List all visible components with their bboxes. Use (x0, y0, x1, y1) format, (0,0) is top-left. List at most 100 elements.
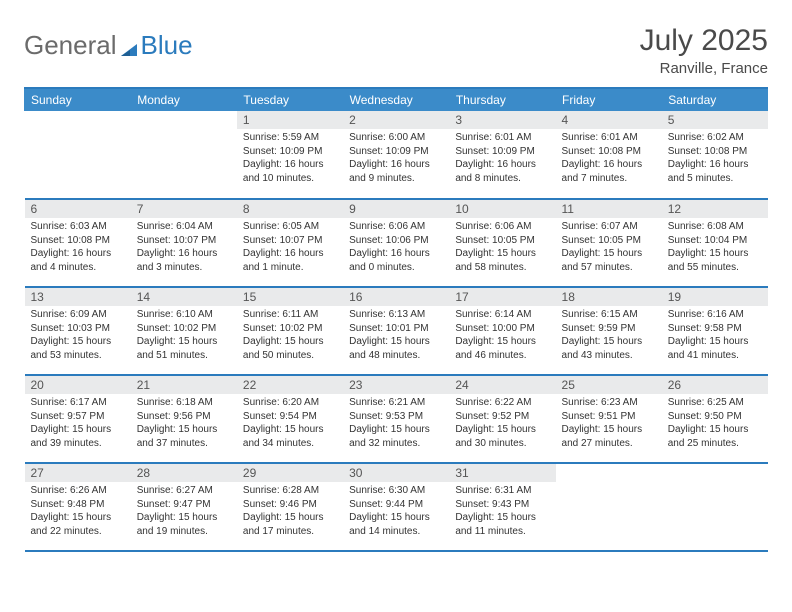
sunrise-text: Sunrise: 6:02 AM (668, 131, 762, 145)
day-number: 6 (25, 200, 131, 218)
day-info: Sunrise: 6:13 AMSunset: 10:01 PMDaylight… (343, 306, 449, 366)
day-number: 15 (237, 288, 343, 306)
sunrise-text: Sunrise: 6:21 AM (349, 396, 443, 410)
day-info: Sunrise: 6:31 AMSunset: 9:43 PMDaylight:… (449, 482, 555, 542)
day-info: Sunrise: 6:16 AMSunset: 9:58 PMDaylight:… (662, 306, 768, 366)
daylight-text: Daylight: 15 hours and 41 minutes. (668, 335, 762, 362)
day-info: Sunrise: 6:02 AMSunset: 10:08 PMDaylight… (662, 129, 768, 189)
daylight-text: Daylight: 15 hours and 53 minutes. (31, 335, 125, 362)
daylight-text: Daylight: 15 hours and 37 minutes. (137, 423, 231, 450)
sunset-text: Sunset: 10:08 PM (562, 145, 656, 159)
calendar-day-cell: 31Sunrise: 6:31 AMSunset: 9:43 PMDayligh… (449, 463, 555, 551)
sunrise-text: Sunrise: 6:28 AM (243, 484, 337, 498)
daylight-text: Daylight: 16 hours and 5 minutes. (668, 158, 762, 185)
calendar-day-cell: 11Sunrise: 6:07 AMSunset: 10:05 PMDaylig… (556, 199, 662, 287)
sunrise-text: Sunrise: 6:14 AM (455, 308, 549, 322)
day-info: Sunrise: 6:17 AMSunset: 9:57 PMDaylight:… (25, 394, 131, 454)
daylight-text: Daylight: 15 hours and 32 minutes. (349, 423, 443, 450)
calendar-empty-cell (662, 463, 768, 551)
day-number: 26 (662, 376, 768, 394)
calendar-week-row: 6Sunrise: 6:03 AMSunset: 10:08 PMDayligh… (25, 199, 769, 287)
calendar-body: 1Sunrise: 5:59 AMSunset: 10:09 PMDayligh… (25, 111, 769, 551)
sunset-text: Sunset: 10:07 PM (137, 234, 231, 248)
sunset-text: Sunset: 10:00 PM (455, 322, 549, 336)
brand-part2: Blue (141, 30, 193, 61)
day-of-week-header: Saturday (662, 89, 768, 111)
brand-logo: General Blue (24, 24, 193, 61)
calendar-day-cell: 12Sunrise: 6:08 AMSunset: 10:04 PMDaylig… (662, 199, 768, 287)
day-number: 8 (237, 200, 343, 218)
sunset-text: Sunset: 9:56 PM (137, 410, 231, 424)
brand-mark-icon (119, 36, 139, 56)
sunset-text: Sunset: 10:09 PM (349, 145, 443, 159)
calendar-table: SundayMondayTuesdayWednesdayThursdayFrid… (24, 89, 768, 552)
daylight-text: Daylight: 16 hours and 9 minutes. (349, 158, 443, 185)
sunset-text: Sunset: 9:47 PM (137, 498, 231, 512)
daylight-text: Daylight: 15 hours and 51 minutes. (137, 335, 231, 362)
day-info: Sunrise: 6:08 AMSunset: 10:04 PMDaylight… (662, 218, 768, 278)
sunset-text: Sunset: 9:57 PM (31, 410, 125, 424)
day-number: 4 (556, 111, 662, 129)
day-info: Sunrise: 6:27 AMSunset: 9:47 PMDaylight:… (131, 482, 237, 542)
daylight-text: Daylight: 15 hours and 58 minutes. (455, 247, 549, 274)
daylight-text: Daylight: 16 hours and 8 minutes. (455, 158, 549, 185)
daylight-text: Daylight: 16 hours and 10 minutes. (243, 158, 337, 185)
sunset-text: Sunset: 10:08 PM (668, 145, 762, 159)
daylight-text: Daylight: 16 hours and 4 minutes. (31, 247, 125, 274)
day-of-week-row: SundayMondayTuesdayWednesdayThursdayFrid… (25, 89, 769, 111)
daylight-text: Daylight: 15 hours and 48 minutes. (349, 335, 443, 362)
sunrise-text: Sunrise: 6:17 AM (31, 396, 125, 410)
sunrise-text: Sunrise: 6:01 AM (455, 131, 549, 145)
day-of-week-header: Sunday (25, 89, 131, 111)
day-info: Sunrise: 6:04 AMSunset: 10:07 PMDaylight… (131, 218, 237, 278)
sunrise-text: Sunrise: 6:06 AM (349, 220, 443, 234)
day-number: 24 (449, 376, 555, 394)
sunrise-text: Sunrise: 6:16 AM (668, 308, 762, 322)
sunrise-text: Sunrise: 6:30 AM (349, 484, 443, 498)
title-month: July 2025 (640, 24, 768, 58)
day-number: 7 (131, 200, 237, 218)
day-info: Sunrise: 6:26 AMSunset: 9:48 PMDaylight:… (25, 482, 131, 542)
day-info: Sunrise: 6:05 AMSunset: 10:07 PMDaylight… (237, 218, 343, 278)
sunset-text: Sunset: 9:53 PM (349, 410, 443, 424)
calendar-day-cell: 6Sunrise: 6:03 AMSunset: 10:08 PMDayligh… (25, 199, 131, 287)
day-info: Sunrise: 6:23 AMSunset: 9:51 PMDaylight:… (556, 394, 662, 454)
day-number: 23 (343, 376, 449, 394)
calendar-day-cell: 21Sunrise: 6:18 AMSunset: 9:56 PMDayligh… (131, 375, 237, 463)
day-info: Sunrise: 6:14 AMSunset: 10:00 PMDaylight… (449, 306, 555, 366)
calendar-day-cell: 10Sunrise: 6:06 AMSunset: 10:05 PMDaylig… (449, 199, 555, 287)
day-of-week-header: Monday (131, 89, 237, 111)
title-block: July 2025 Ranville, France (640, 24, 768, 77)
sunset-text: Sunset: 9:50 PM (668, 410, 762, 424)
calendar-day-cell: 27Sunrise: 6:26 AMSunset: 9:48 PMDayligh… (25, 463, 131, 551)
day-number: 28 (131, 464, 237, 482)
daylight-text: Daylight: 15 hours and 43 minutes. (562, 335, 656, 362)
day-number: 9 (343, 200, 449, 218)
daylight-text: Daylight: 15 hours and 11 minutes. (455, 511, 549, 538)
sunrise-text: Sunrise: 6:04 AM (137, 220, 231, 234)
sunrise-text: Sunrise: 6:13 AM (349, 308, 443, 322)
sunset-text: Sunset: 9:58 PM (668, 322, 762, 336)
calendar-day-cell: 24Sunrise: 6:22 AMSunset: 9:52 PMDayligh… (449, 375, 555, 463)
sunrise-text: Sunrise: 6:08 AM (668, 220, 762, 234)
daylight-text: Daylight: 15 hours and 50 minutes. (243, 335, 337, 362)
day-number: 27 (25, 464, 131, 482)
sunset-text: Sunset: 10:05 PM (455, 234, 549, 248)
sunrise-text: Sunrise: 6:22 AM (455, 396, 549, 410)
day-number: 3 (449, 111, 555, 129)
sunrise-text: Sunrise: 6:06 AM (455, 220, 549, 234)
calendar-day-cell: 16Sunrise: 6:13 AMSunset: 10:01 PMDaylig… (343, 287, 449, 375)
sunrise-text: Sunrise: 5:59 AM (243, 131, 337, 145)
sunset-text: Sunset: 10:03 PM (31, 322, 125, 336)
calendar-day-cell: 4Sunrise: 6:01 AMSunset: 10:08 PMDayligh… (556, 111, 662, 199)
daylight-text: Daylight: 15 hours and 55 minutes. (668, 247, 762, 274)
day-number: 14 (131, 288, 237, 306)
day-of-week-header: Wednesday (343, 89, 449, 111)
calendar-head: SundayMondayTuesdayWednesdayThursdayFrid… (25, 89, 769, 111)
calendar-day-cell: 19Sunrise: 6:16 AMSunset: 9:58 PMDayligh… (662, 287, 768, 375)
sunset-text: Sunset: 9:52 PM (455, 410, 549, 424)
day-number: 2 (343, 111, 449, 129)
day-of-week-header: Friday (556, 89, 662, 111)
sunrise-text: Sunrise: 6:18 AM (137, 396, 231, 410)
sunrise-text: Sunrise: 6:15 AM (562, 308, 656, 322)
